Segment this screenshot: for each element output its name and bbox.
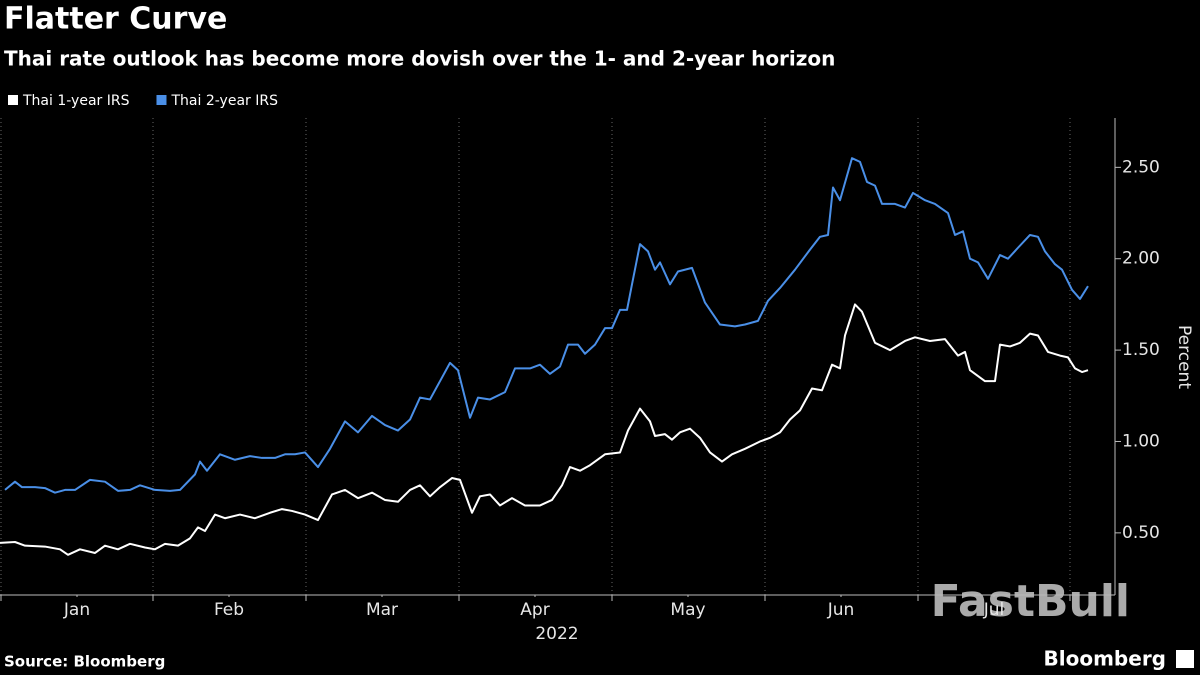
chart-subtitle: Thai rate outlook has become more dovish… bbox=[4, 47, 835, 71]
x-tick-label: Jan bbox=[63, 600, 90, 620]
x-axis-label: 2022 bbox=[535, 624, 578, 644]
y-tick-label: 1.50 bbox=[1122, 340, 1160, 360]
source: Source: Bloomberg bbox=[4, 653, 165, 671]
legend-swatch bbox=[156, 95, 167, 105]
x-tick-label: May bbox=[670, 600, 705, 620]
legend-swatch bbox=[8, 95, 18, 105]
legend-label: Thai 1-year IRS bbox=[22, 93, 130, 109]
watermark: FastBull bbox=[931, 576, 1130, 627]
x-tick-label: Mar bbox=[366, 600, 398, 620]
x-tick-label: Feb bbox=[214, 600, 244, 620]
y-tick-label: 0.50 bbox=[1122, 523, 1160, 543]
y-axis-label: Percent bbox=[1174, 325, 1194, 389]
x-tick-label: Jun bbox=[827, 600, 855, 620]
y-tick-label: 2.50 bbox=[1122, 157, 1160, 177]
x-tick-label: Apr bbox=[520, 600, 549, 620]
brand: Bloomberg bbox=[1044, 647, 1166, 671]
series-line bbox=[0, 303, 1089, 556]
chart-title: Flatter Curve bbox=[4, 2, 227, 37]
legend-label: Thai 2-year IRS bbox=[170, 93, 278, 109]
series-line bbox=[4, 157, 1089, 494]
x-tick-label: Jul bbox=[983, 600, 1005, 620]
y-tick-label: 2.00 bbox=[1122, 249, 1160, 269]
y-tick-label: 1.00 bbox=[1122, 431, 1160, 451]
brand-icon bbox=[1176, 650, 1194, 668]
